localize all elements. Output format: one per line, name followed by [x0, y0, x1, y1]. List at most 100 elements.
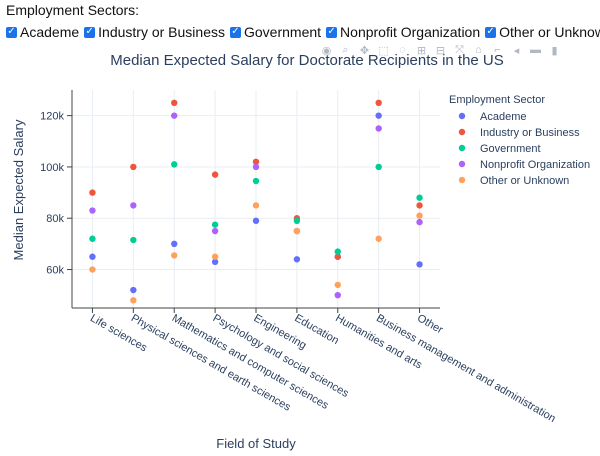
spike-lines-icon[interactable]: ⌐	[494, 44, 501, 56]
data-point[interactable]: Industry or Business: Engineering 102000	[252, 158, 260, 166]
data-point[interactable]: Academe: Engineering 79000	[252, 217, 260, 224]
legend-label: Nonprofit Organization	[480, 159, 590, 171]
data-point[interactable]: Academe: Other 62000	[416, 261, 423, 268]
data-point[interactable]: Nonprofit Organization: Engineering 1000…	[252, 163, 260, 171]
filter-title: Employment Sectors:	[6, 2, 140, 18]
data-point[interactable]: Other or Unknown: Physical sciences and …	[130, 297, 137, 304]
data-point[interactable]: Academe: Education 64000	[293, 256, 301, 263]
data-point[interactable]: Nonprofit Organization: Psychology and s…	[211, 227, 219, 235]
legend-label: Industry or Business	[480, 127, 580, 139]
data-point[interactable]: Nonprofit Organization: Business managem…	[375, 125, 382, 132]
checkbox-academe[interactable]: ✓ Academe	[6, 24, 79, 40]
data-point[interactable]: Government: Business management and admi…	[375, 163, 382, 171]
data-point[interactable]: Other or Unknown: Life sciences 60000	[89, 266, 96, 273]
y-axis-title: Median Expected Salary	[11, 119, 26, 260]
checkbox-industry-or-business[interactable]: ✓ Industry or Business	[84, 24, 225, 40]
legend-marker	[458, 176, 466, 184]
checkbox-checked-icon[interactable]: ✓	[84, 26, 96, 38]
data-point[interactable]: Nonprofit Organization: Physical science…	[130, 202, 137, 209]
data-point[interactable]: Other or Unknown: Psychology and social …	[211, 253, 219, 260]
data-point[interactable]: Government: Physical sciences and earth …	[130, 236, 137, 244]
grid-layer	[72, 90, 440, 308]
data-point[interactable]: Academe: Physical sciences and earth sci…	[130, 286, 137, 294]
points-layer[interactable]: Academe: Life sciences 65000 Academe: Phy…	[89, 99, 423, 304]
closest-icon[interactable]: ▬	[530, 44, 541, 56]
data-point[interactable]: Other or Unknown: Education 75000	[293, 227, 301, 235]
camera-icon[interactable]: ◉	[321, 45, 332, 57]
chart-title: Median Expected Salary for Doctorate Rec…	[110, 52, 504, 69]
x-tick-label: Other	[415, 312, 445, 336]
box-select-icon[interactable]: ⬚	[378, 45, 389, 57]
data-point[interactable]: Academe: Life sciences 65000	[89, 253, 96, 260]
data-point[interactable]: Industry or Business: Business managemen…	[375, 99, 382, 107]
reset-axes-icon[interactable]: ⌂	[475, 44, 482, 56]
data-point[interactable]: Government: Engineering 94500	[252, 177, 260, 185]
x-tick-label: Business management and administration	[374, 312, 557, 425]
y-tick-label: 100k	[40, 162, 64, 174]
data-point[interactable]: Academe: Psychology and social sciences …	[211, 258, 219, 266]
data-point[interactable]: Government: Other 88000	[416, 194, 423, 201]
legend-item[interactable]: Industry or Business	[458, 127, 580, 139]
data-point[interactable]: Industry or Business: Other 85000	[416, 202, 423, 209]
checkbox-row: ✓ Academe ✓ Industry or Business ✓ Gover…	[6, 22, 600, 42]
lasso-icon[interactable]: ◌	[399, 44, 406, 56]
checkbox-label: Government	[244, 24, 322, 40]
autoscale-icon[interactable]: ⤧	[455, 44, 464, 56]
data-point[interactable]: Other or Unknown: Mathematics and comput…	[171, 252, 178, 259]
legend-label: Academe	[480, 111, 526, 123]
data-point[interactable]: Nonprofit Organization: Mathematics and …	[171, 112, 178, 119]
legend-marker	[458, 160, 466, 168]
checkbox-label: Other or Unknown	[499, 24, 600, 40]
checkbox-checked-icon[interactable]: ✓	[326, 26, 338, 38]
data-point[interactable]: Academe: Business management and adminis…	[375, 112, 382, 119]
data-point[interactable]: Other or Unknown: Humanities and arts 54…	[334, 281, 341, 289]
data-point[interactable]: Industry or Business: Life sciences 9000…	[89, 189, 96, 196]
data-point[interactable]: Government: Education 79000	[293, 217, 301, 224]
data-point[interactable]: Industry or Business: Humanities and art…	[334, 253, 341, 260]
legend-marker	[458, 144, 466, 152]
data-point[interactable]: Government: Humanities and arts 67000	[334, 248, 341, 255]
plotly-logo-icon[interactable]: ▮	[551, 45, 558, 57]
employment-sector-filter: Employment Sectors: ✓ Academe ✓ Industry…	[6, 0, 600, 42]
data-point[interactable]: Other or Unknown: Engineering 85000	[252, 202, 260, 209]
checkbox-label: Nonprofit Organization	[340, 24, 481, 40]
checkbox-government[interactable]: ✓ Government	[230, 24, 321, 40]
data-point[interactable]: Nonprofit Organization: Other 78500	[416, 218, 423, 226]
data-point[interactable]: Government: Life sciences 72000	[89, 235, 96, 242]
compare-icon[interactable]: ◂	[513, 45, 520, 57]
data-point[interactable]: Industry or Business: Psychology and soc…	[211, 171, 219, 178]
zoom-out-icon[interactable]: ⊟	[435, 45, 446, 57]
zoom-icon[interactable]: ⌕	[342, 44, 349, 56]
legend-title: Employment Sector	[449, 94, 545, 106]
chart-container: 60k 80k 100k 120k Life sciences Physical scie…	[0, 40, 600, 456]
legend[interactable]: Employment Sector Academe Industry or Bus…	[449, 94, 590, 187]
data-point[interactable]: Other or Unknown: Other 81000	[416, 212, 423, 219]
data-point[interactable]: Industry or Business: Physical sciences …	[130, 163, 137, 171]
x-axis-title: Field of Study	[216, 436, 296, 451]
checkbox-other-or-unknown[interactable]: ✓ Other or Unknown	[485, 24, 600, 40]
zoom-in-icon[interactable]: ⊞	[416, 45, 427, 57]
legend-label: Other or Unknown	[480, 175, 569, 187]
legend-item[interactable]: Academe	[458, 111, 527, 123]
modebar: ◉ ⌕ ✥ ⬚ ◌ ⊞ ⊟ ⤧ ⌂ ⌐ ◂ ▬ ▮	[320, 44, 600, 60]
data-point[interactable]: Other or Unknown: Business management an…	[375, 235, 382, 242]
checkbox-checked-icon[interactable]: ✓	[485, 26, 497, 38]
legend-item[interactable]: Other or Unknown	[458, 175, 569, 187]
checkbox-nonprofit-organization[interactable]: ✓ Nonprofit Organization	[326, 24, 480, 40]
data-point[interactable]: Industry or Business: Mathematics and co…	[171, 99, 178, 107]
checkbox-checked-icon[interactable]: ✓	[230, 26, 241, 38]
y-tick-label: 80k	[46, 213, 64, 225]
checkbox-checked-icon[interactable]: ✓	[6, 26, 17, 38]
y-tick-label: 60k	[46, 265, 64, 277]
checkbox-label: Academe	[20, 24, 80, 40]
data-point[interactable]: Government: Psychology and social scienc…	[211, 221, 219, 228]
data-point[interactable]: Nonprofit Organization: Humanities and a…	[334, 291, 341, 299]
data-point[interactable]: Nonprofit Organization: Life sciences 83…	[89, 207, 96, 214]
data-point[interactable]: Government: Mathematics and computer sci…	[171, 161, 178, 168]
legend-item[interactable]: Government	[458, 143, 541, 155]
pan-icon[interactable]: ✥	[359, 45, 370, 57]
data-point[interactable]: Academe: Mathematics and computer scienc…	[171, 240, 178, 248]
legend-item[interactable]: Nonprofit Organization	[458, 159, 590, 171]
y-tick-label: 120k	[40, 111, 64, 123]
